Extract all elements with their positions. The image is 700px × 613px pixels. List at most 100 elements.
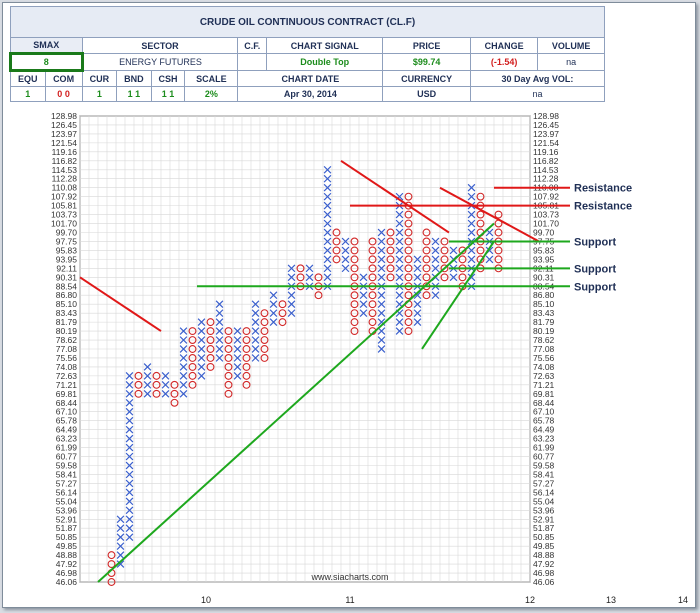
o-mark <box>332 255 341 264</box>
y-tick-label-right: 63.23 <box>533 434 555 444</box>
y-tick-label-right: 57.27 <box>533 478 555 488</box>
o-mark <box>206 336 215 344</box>
bnd-value: 1 1 <box>116 86 152 102</box>
y-tick-label-right: 86.80 <box>533 290 555 300</box>
o-mark <box>134 380 143 389</box>
o-mark <box>494 210 503 219</box>
x-mark <box>215 345 224 353</box>
y-tick-label-right: 114.53 <box>533 165 559 175</box>
x-mark <box>377 291 386 300</box>
o-mark <box>188 371 197 380</box>
o-mark <box>350 300 359 309</box>
date-value: Apr 30, 2014 <box>237 86 384 102</box>
o-mark <box>440 237 449 246</box>
o-mark <box>476 210 485 219</box>
o-mark <box>152 380 161 389</box>
x-mark <box>323 237 332 246</box>
x-mark <box>323 246 332 255</box>
x-mark <box>233 372 242 380</box>
x-mark <box>395 210 404 219</box>
x-mark <box>377 228 386 237</box>
o-mark <box>224 327 233 336</box>
x-mark <box>116 533 125 542</box>
x-mark <box>395 219 404 228</box>
y-tick-label-right: 116.82 <box>533 156 559 166</box>
y-tick-label-left: 72.63 <box>56 371 78 381</box>
x-mark <box>233 363 242 371</box>
y-tick-label-right: 126.45 <box>533 120 559 130</box>
y-tick-label-right: 55.04 <box>533 496 555 506</box>
y-tick-label-left: 59.58 <box>56 461 78 471</box>
o-mark <box>242 380 251 389</box>
x-mark <box>215 300 224 309</box>
o-mark <box>404 309 413 318</box>
o-mark <box>242 345 251 353</box>
y-tick-label-left: 93.95 <box>56 254 78 264</box>
o-mark <box>206 354 215 362</box>
o-mark <box>332 246 341 255</box>
x-mark <box>179 327 188 335</box>
level-annotation: Support <box>574 236 616 248</box>
y-tick-label-right: 103.73 <box>533 210 559 220</box>
x-mark <box>431 255 440 264</box>
o-mark <box>440 255 449 264</box>
x-tick-label: 10 <box>201 595 211 605</box>
y-tick-label-right: 52.91 <box>533 514 555 524</box>
y-tick-label-left: 119.16 <box>52 147 78 157</box>
y-tick-label-left: 110.08 <box>52 183 78 193</box>
x-mark <box>179 345 188 353</box>
o-mark <box>350 291 359 300</box>
o-mark <box>134 371 143 380</box>
x-mark <box>395 318 404 326</box>
x-mark <box>125 497 134 506</box>
o-mark <box>404 318 413 327</box>
x-mark <box>377 273 386 282</box>
y-tick-label-left: 103.73 <box>51 210 77 220</box>
y-tick-label-right: 121.54 <box>533 138 559 148</box>
y-tick-label-left: 86.80 <box>56 290 78 300</box>
x-mark <box>359 273 368 282</box>
x-mark <box>467 228 476 237</box>
x-mark <box>125 398 134 407</box>
o-mark <box>404 219 413 228</box>
y-tick-label-left: 80.19 <box>56 326 78 336</box>
x-mark <box>485 255 494 264</box>
y-tick-label-left: 71.21 <box>56 380 78 390</box>
x-mark <box>323 174 332 183</box>
scale-label: SCALE <box>184 70 239 87</box>
o-mark <box>206 318 215 327</box>
y-tick-label-left: 88.54 <box>56 281 78 291</box>
y-tick-label-right: 112.28 <box>533 174 559 184</box>
o-mark <box>170 389 179 398</box>
o-mark <box>170 398 179 407</box>
x-mark <box>269 309 278 317</box>
x-mark <box>197 327 206 335</box>
y-tick-label-right: 119.16 <box>533 147 559 157</box>
x-mark <box>269 318 278 326</box>
o-mark <box>386 255 395 264</box>
x-mark <box>377 336 386 344</box>
o-mark <box>440 246 449 255</box>
x-mark <box>431 291 440 300</box>
x-mark <box>215 327 224 335</box>
x-mark <box>377 246 386 255</box>
y-tick-label-right: 46.06 <box>533 577 555 587</box>
y-tick-label-left: 47.92 <box>56 559 78 569</box>
x-mark <box>395 327 404 335</box>
o-mark <box>188 345 197 353</box>
y-tick-label-right: 77.08 <box>533 344 555 354</box>
x-mark <box>143 381 152 389</box>
x-mark <box>251 336 260 344</box>
x-mark <box>341 237 350 246</box>
x-mark <box>395 273 404 282</box>
y-tick-label-left: 58.41 <box>56 469 78 479</box>
o-mark <box>224 371 233 380</box>
x-mark <box>125 443 134 452</box>
x-mark <box>413 300 422 309</box>
y-tick-label-right: 50.85 <box>533 532 555 542</box>
level-annotation: Support <box>574 281 616 293</box>
y-tick-label-right: 47.92 <box>533 559 555 569</box>
x-mark <box>179 336 188 344</box>
x-mark <box>179 363 188 371</box>
x-mark <box>377 345 386 353</box>
